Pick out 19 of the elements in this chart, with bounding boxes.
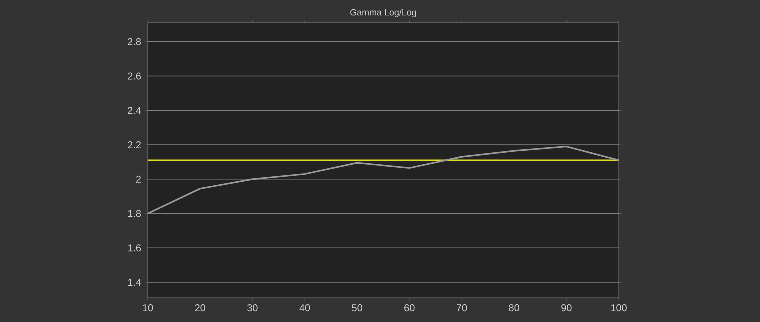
x-tick-label: 20 [195, 304, 206, 312]
x-tick-label: 40 [300, 304, 310, 312]
y-tick-label: 1.4 [128, 279, 142, 286]
x-tick-label: 100 [611, 304, 627, 312]
chart-title: Gamma Log/Log [350, 9, 416, 18]
x-tick-label: 80 [509, 304, 520, 312]
y-tick-label: 2.8 [128, 38, 142, 46]
y-tick-label: 1.8 [128, 210, 142, 218]
x-tick-label: 50 [352, 304, 362, 312]
x-tick-label: 90 [562, 304, 572, 312]
y-tick-label: 2.6 [128, 72, 142, 80]
y-tick-label: 1.6 [128, 244, 142, 252]
x-tick-label: 60 [404, 304, 415, 312]
x-tick-label: 10 [143, 304, 154, 312]
y-tick-label: 2.2 [128, 142, 141, 149]
y-tick-label: 2.4 [128, 107, 142, 114]
x-tick-label: 70 [456, 304, 468, 312]
y-tick-label: 2 [136, 176, 141, 183]
x-tick-label: 30 [248, 304, 258, 312]
